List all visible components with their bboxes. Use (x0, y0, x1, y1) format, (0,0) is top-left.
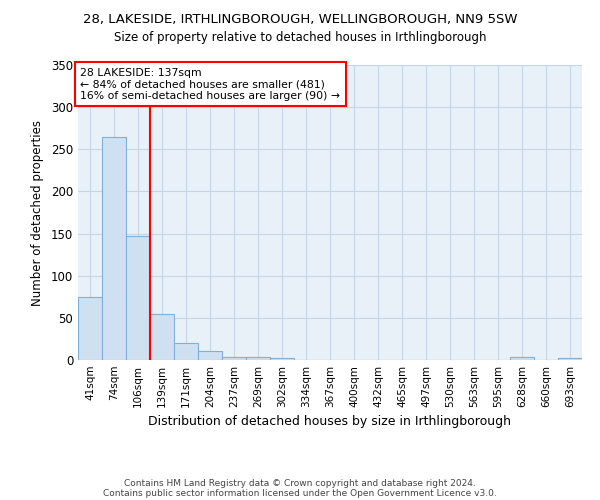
Text: 28, LAKESIDE, IRTHLINGBOROUGH, WELLINGBOROUGH, NN9 5SW: 28, LAKESIDE, IRTHLINGBOROUGH, WELLINGBO… (83, 12, 517, 26)
Bar (222, 356, 246, 360)
Text: Contains HM Land Registry data © Crown copyright and database right 2024.: Contains HM Land Registry data © Crown c… (124, 478, 476, 488)
Bar (558, 358, 582, 360)
Bar (150, 314, 174, 360)
Bar (126, 236, 150, 360)
Bar (510, 358, 534, 360)
Text: Contains public sector information licensed under the Open Government Licence v3: Contains public sector information licen… (103, 490, 497, 498)
Y-axis label: Number of detached properties: Number of detached properties (31, 120, 44, 306)
X-axis label: Distribution of detached houses by size in Irthlingborough: Distribution of detached houses by size … (149, 416, 511, 428)
Bar (270, 358, 294, 360)
Text: 28 LAKESIDE: 137sqm
← 84% of detached houses are smaller (481)
16% of semi-detac: 28 LAKESIDE: 137sqm ← 84% of detached ho… (80, 68, 340, 100)
Bar (246, 356, 270, 360)
Bar (78, 297, 102, 360)
Bar (198, 350, 222, 360)
Bar (174, 343, 198, 360)
Bar (102, 136, 126, 360)
Text: Size of property relative to detached houses in Irthlingborough: Size of property relative to detached ho… (114, 31, 486, 44)
